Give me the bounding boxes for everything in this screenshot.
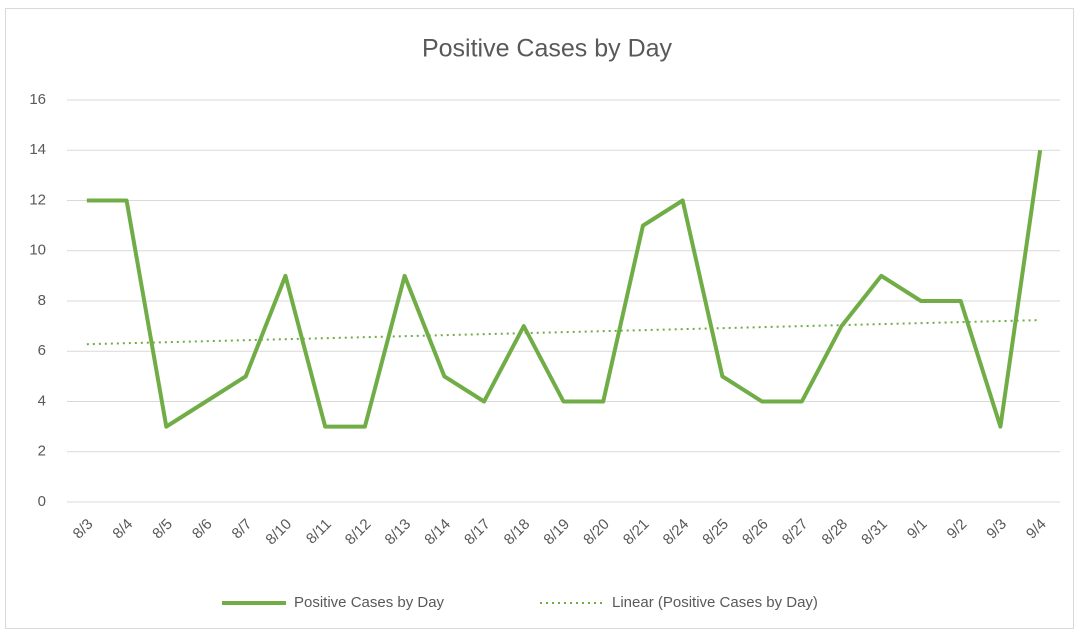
- legend-label: Positive Cases by Day: [294, 594, 445, 611]
- y-tick-label: 12: [29, 191, 46, 208]
- y-tick-label: 2: [38, 443, 46, 460]
- legend-label: Linear (Positive Cases by Day): [612, 594, 818, 611]
- y-tick-label: 6: [38, 342, 46, 359]
- y-tick-label: 0: [38, 493, 46, 510]
- y-tick-label: 8: [38, 292, 46, 309]
- y-tick-label: 16: [29, 91, 46, 108]
- y-tick-label: 14: [29, 141, 46, 158]
- chart-frame: [5, 8, 1074, 629]
- y-tick-label: 4: [38, 392, 46, 409]
- chart-title: Positive Cases by Day: [422, 35, 673, 63]
- y-tick-label: 10: [29, 242, 46, 259]
- data-line: [86, 149, 1043, 429]
